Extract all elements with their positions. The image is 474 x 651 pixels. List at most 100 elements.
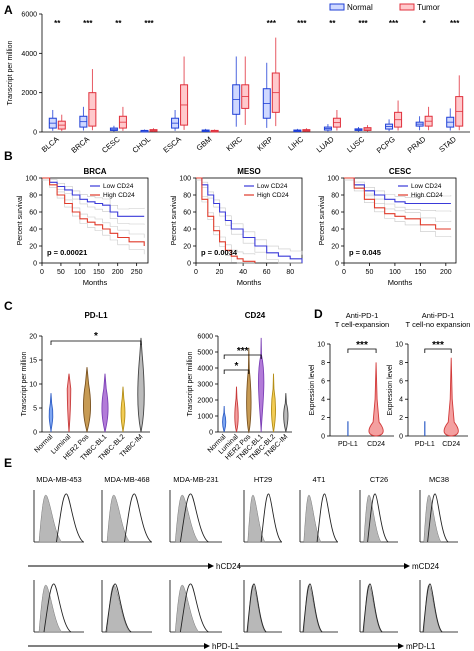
y-axis-label-c: Transcript per million: [187, 352, 194, 417]
violin-tnbc-bl2: [271, 373, 276, 433]
marker-hpd-l1-label: hPD-L1: [212, 642, 240, 651]
violin-her2-pos: [83, 367, 91, 433]
panel-letter-e: E: [4, 456, 12, 470]
survival-title-meso: MESO: [237, 167, 261, 176]
x-tick-label-b: 40: [239, 269, 247, 276]
survival-ci-band: [42, 179, 145, 255]
y-axis-label-c: Transcript per million: [21, 352, 28, 417]
x-tick-label-b: 250: [131, 269, 143, 276]
violin-subtitle-d: T cell-expansion: [335, 320, 389, 329]
violin-title-d: Anti-PD-1: [422, 311, 455, 320]
histogram-row2-3-stained: [246, 583, 267, 633]
sig-bracket-c: [223, 354, 262, 359]
histogram-row1-6-stained: [427, 493, 449, 543]
cell-line-label: MDA-MB-453: [36, 475, 81, 484]
x-tick-label-b: 0: [194, 269, 198, 276]
histogram-row2-6-stained: [422, 583, 443, 633]
survival-curve-high-cd24: [42, 177, 145, 246]
y-axis-label-b: Percent survival: [319, 195, 326, 245]
violin-cd24: [443, 357, 459, 437]
legend-label-a: Tumor: [417, 3, 440, 12]
y-tick-label-c: 15: [29, 358, 37, 365]
x-tick-label-esca: ESCA: [161, 135, 182, 155]
panel-letter-c: C: [4, 299, 13, 313]
panel-letter-a: A: [4, 3, 13, 17]
significance-pcpg: ***: [389, 19, 399, 28]
survival-frame: [343, 177, 457, 264]
x-tick-label-b: 150: [415, 269, 427, 276]
y-axis-label-a: Transcript per million: [7, 41, 14, 106]
survival-ci-band: [196, 177, 256, 255]
cell-line-label: CT26: [370, 475, 388, 484]
x-tick-label-b: 50: [366, 269, 374, 276]
histogram-row2-4-stained: [302, 583, 323, 633]
survival-ci-band: [196, 179, 255, 264]
y-tick-label-c: 10: [29, 382, 37, 389]
histogram-row2-0-stained: [43, 583, 72, 633]
x-tick-label-b: 100: [389, 269, 401, 276]
cell-line-label: MDA-MB-468: [104, 475, 149, 484]
histogram-row1-0-isotype: [38, 494, 63, 543]
legend-label-b: High CD24: [411, 192, 443, 199]
x-tick-label-cesc: CESC: [100, 134, 122, 155]
y-tick-label-d: 8: [321, 360, 325, 367]
histogram-row2-1-stained: [105, 583, 132, 633]
y-tick-label-b: 40: [331, 227, 339, 234]
x-tick-label-b: 80: [286, 269, 294, 276]
y-tick-label-b: 80: [331, 193, 339, 200]
sig-bracket-c: [50, 340, 142, 345]
histogram-row1-3-stained: [260, 493, 282, 543]
y-tick-label-d: 2: [321, 415, 325, 422]
y-tick-label-b: 20: [29, 244, 37, 251]
y-tick-label-d: 10: [317, 342, 325, 349]
y-tick-label-c: 1000: [197, 414, 213, 421]
significance-brca: ***: [83, 19, 93, 28]
violin-her2-pos: [246, 347, 252, 434]
y-tick-label-d: 6: [321, 378, 325, 385]
marker-mpd-l1-label: mPD-L1: [406, 642, 436, 651]
significance-d: ***: [356, 340, 368, 351]
histogram-row1-4-stained: [316, 493, 338, 543]
significance-c: *: [94, 331, 98, 342]
x-tick-label-b: 100: [74, 269, 86, 276]
y-tick-label-d: 10: [395, 342, 403, 349]
legend-label-b: Low CD24: [411, 183, 442, 190]
x-tick-label-lihc: LIHC: [286, 134, 305, 152]
marker-hcd24-arrowhead: [208, 563, 214, 569]
y-tick-label-b: 0: [187, 261, 191, 268]
y-tick-label-c: 4000: [197, 366, 213, 373]
significance-prad: *: [423, 19, 427, 28]
y-tick-label-b: 20: [331, 244, 339, 251]
y-tick-label-b: 0: [335, 261, 339, 268]
marker-mpd-l1-arrowhead: [398, 643, 404, 649]
histogram-row2-2-isotype: [174, 584, 200, 633]
y-tick-label-d: 6: [399, 378, 403, 385]
cell-line-label: MDA-MB-231: [173, 475, 218, 484]
cell-line-label: HT29: [254, 475, 272, 484]
histogram-row1-2-stained: [179, 493, 209, 543]
violin-normal: [48, 393, 54, 433]
cell-line-label: MC38: [429, 475, 449, 484]
sig-bracket-c: [223, 369, 250, 374]
y-tick-label-c: 0: [33, 430, 37, 437]
violin-normal: [222, 406, 227, 433]
x-tick-label-d: PD-L1: [338, 441, 358, 448]
x-tick-label-b: 0: [40, 269, 44, 276]
p-value-b: p = 0.00021: [47, 248, 87, 257]
panel-letter-b: B: [4, 149, 13, 163]
x-tick-label-lusc: LUSC: [345, 134, 367, 154]
x-tick-label-d: CD24: [367, 441, 385, 448]
x-tick-label-b: 150: [93, 269, 105, 276]
significance-blca: **: [54, 19, 61, 28]
survival-frame: [41, 177, 149, 264]
x-tick-label-luad: LUAD: [315, 134, 337, 154]
significance-lusc: ***: [358, 19, 368, 28]
y-tick-label-c: 5: [33, 406, 37, 413]
histogram-row1-2-isotype: [174, 494, 200, 543]
p-value-b: p = 0.0034: [201, 248, 238, 257]
histogram-row2-0-isotype: [38, 584, 63, 633]
y-tick-label-b: 80: [183, 193, 191, 200]
significance-cesc: **: [115, 19, 122, 28]
violin-tnbc-bl1: [258, 337, 265, 433]
significance-stad: ***: [450, 19, 460, 28]
